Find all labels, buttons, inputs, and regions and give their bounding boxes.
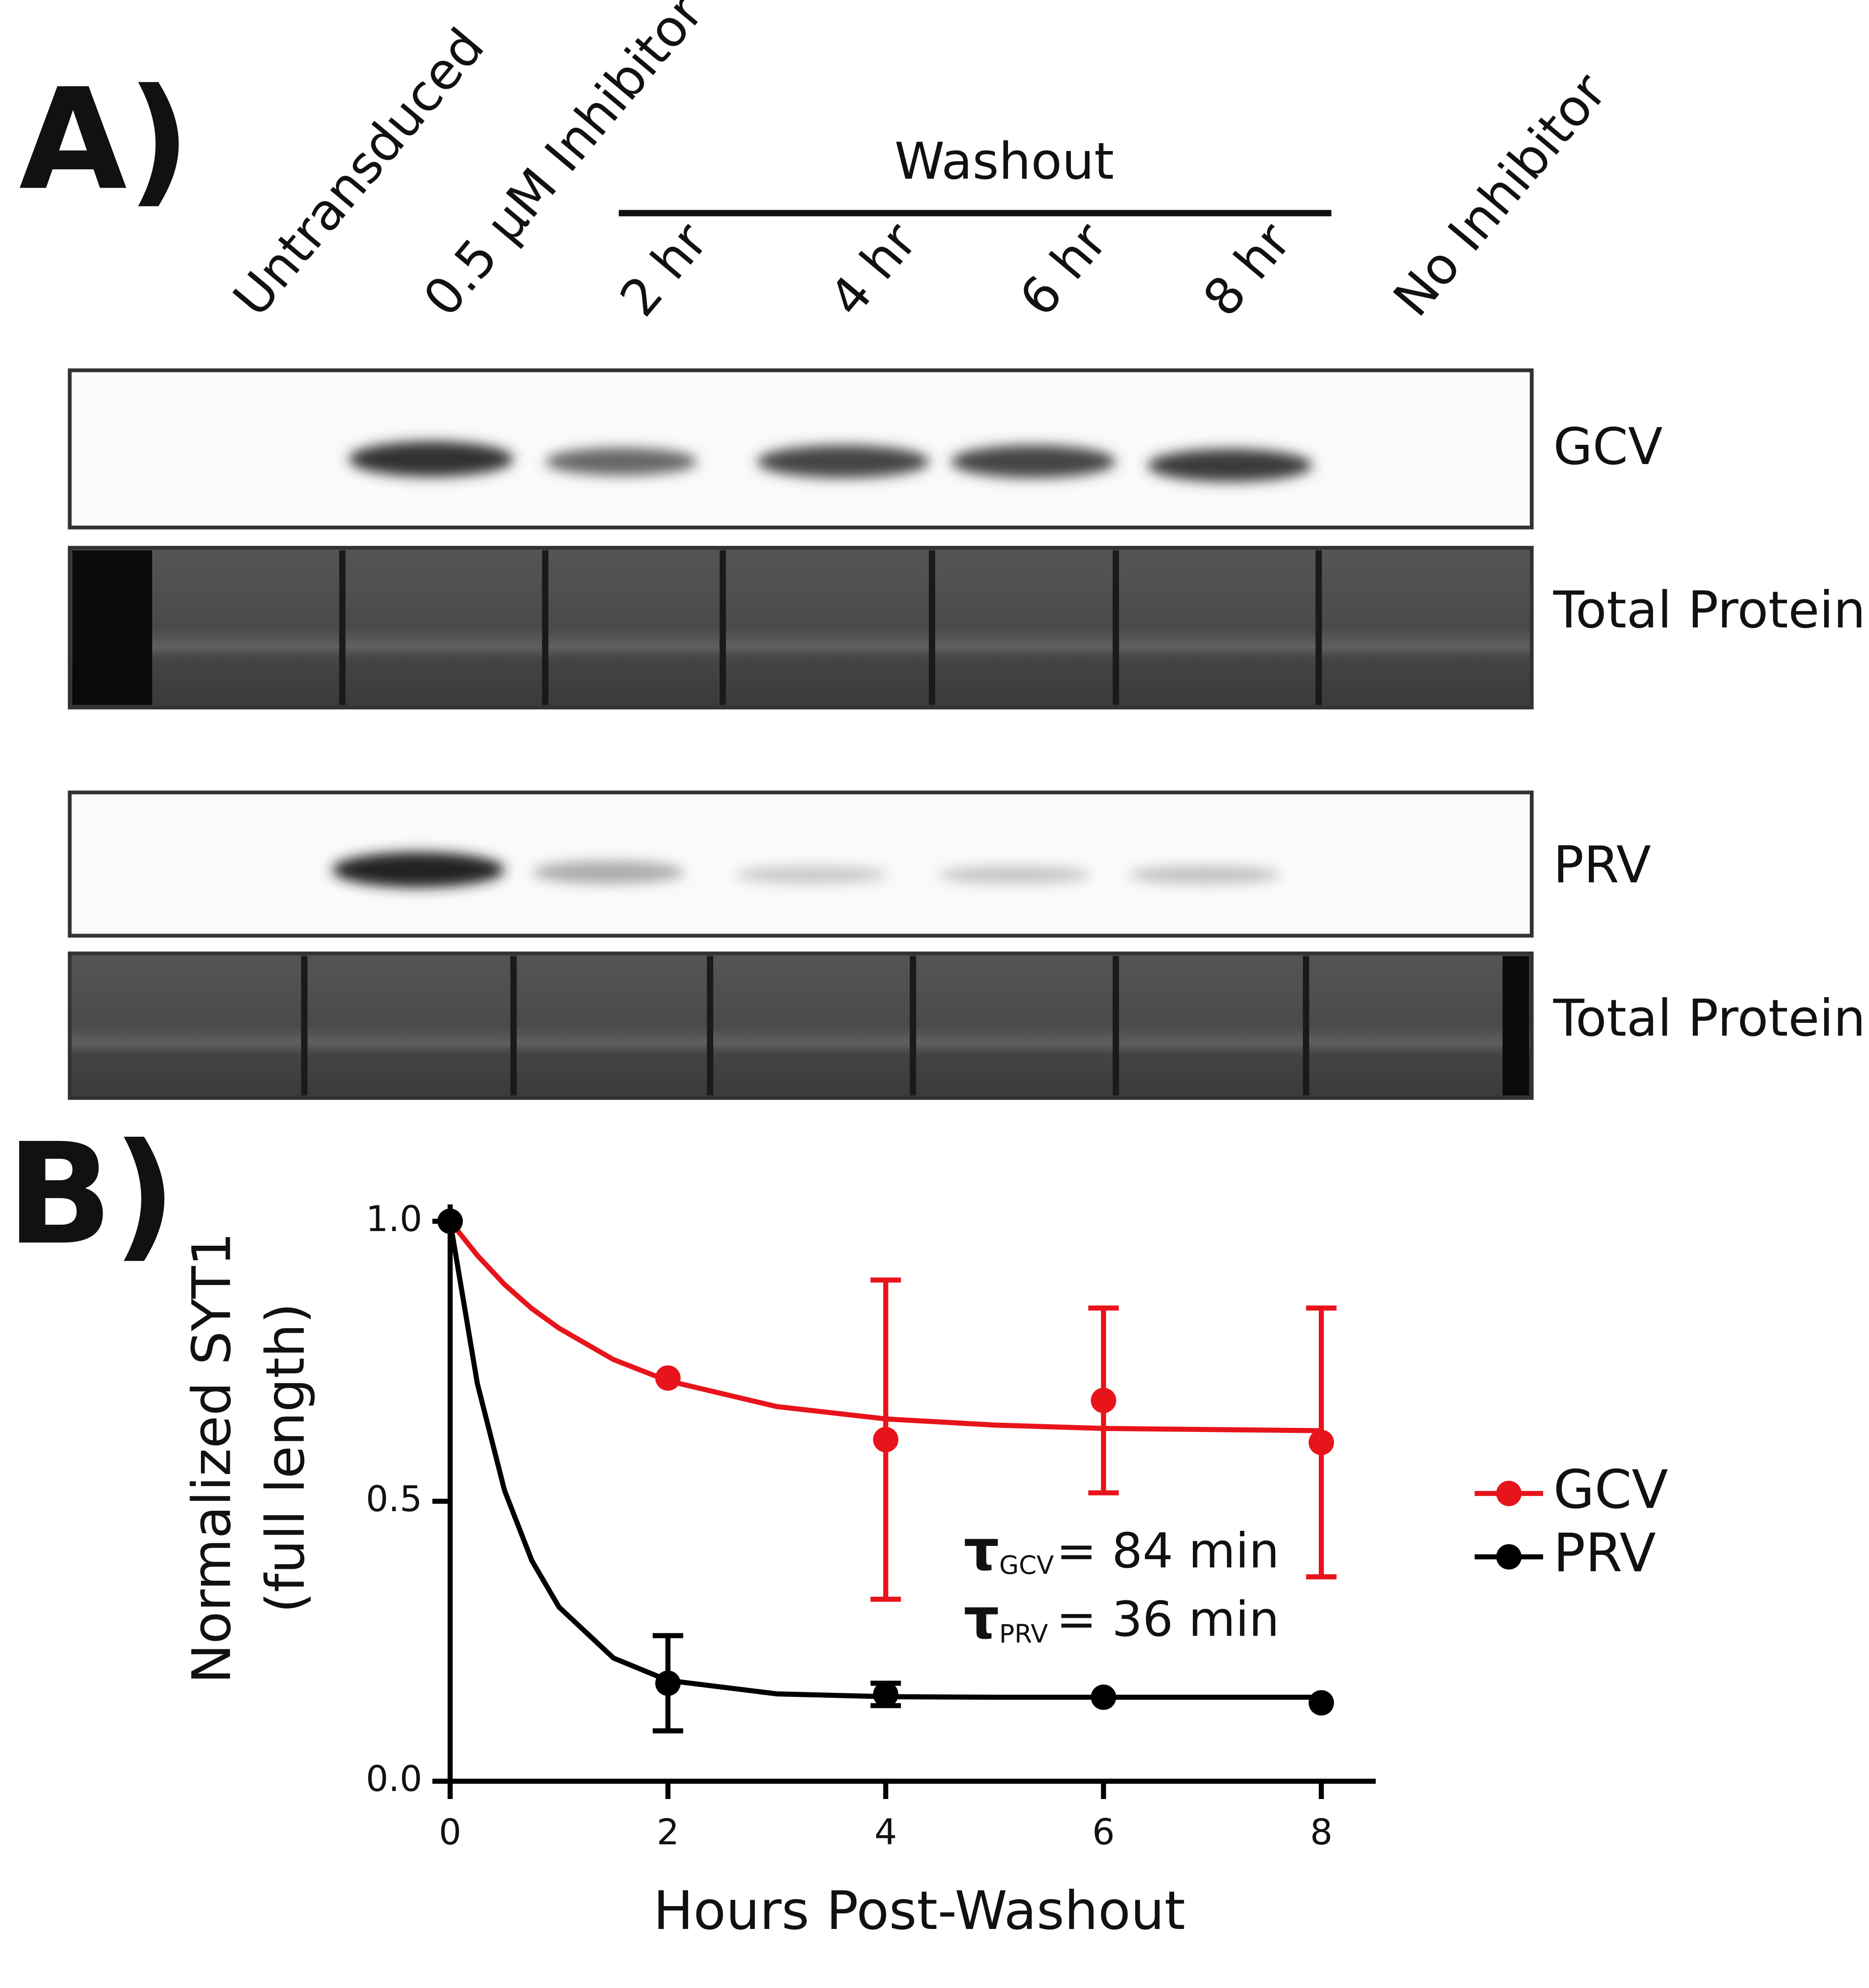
- lane-label: No Inhibitor: [1382, 62, 1618, 327]
- data-point: [1308, 1430, 1334, 1455]
- y-tick-label: 0.0: [366, 1759, 422, 1800]
- blot-prv: [68, 790, 1534, 938]
- data-point: [437, 1208, 463, 1234]
- x-tick-label: 8: [1310, 1812, 1333, 1853]
- data-point: [873, 1427, 899, 1453]
- legend-label: PRV: [1553, 1523, 1656, 1584]
- panel-label: B): [6, 1113, 177, 1275]
- annotation-text: = 36 min: [1056, 1591, 1279, 1648]
- blot-label: GCV: [1553, 417, 1663, 476]
- x-tick-label: 6: [1092, 1812, 1115, 1853]
- data-point: [1308, 1690, 1334, 1716]
- bands-gcv: [348, 441, 1312, 482]
- panel-label: A): [19, 58, 191, 221]
- x-tick-label: 0: [439, 1812, 461, 1853]
- annotation-symbol: τ: [964, 1586, 999, 1651]
- lane-label: 2 hr: [609, 212, 719, 328]
- y-axis-label: (full length): [255, 1303, 316, 1613]
- data-point: [655, 1670, 681, 1696]
- legend-marker: [1496, 1480, 1522, 1507]
- blot-label: Total Protein: [1553, 989, 1865, 1048]
- x-tick-label: 2: [656, 1812, 679, 1853]
- data-point: [1091, 1684, 1116, 1710]
- y-tick-label: 0.5: [366, 1479, 422, 1520]
- x-axis-label: Hours Post-Washout: [653, 1880, 1185, 1942]
- annotation-subscript: PRV: [999, 1620, 1048, 1649]
- annotation-symbol: τ: [964, 1518, 999, 1583]
- y-tick-label: 1.0: [366, 1199, 422, 1240]
- lane-separators: [339, 550, 1322, 705]
- annotation-subscript: GCV: [999, 1551, 1054, 1580]
- blot-lane-empty: [72, 550, 152, 705]
- blot-label: PRV: [1553, 836, 1651, 895]
- lane-label: 4 hr: [818, 212, 928, 328]
- blot-lane-empty: [1502, 956, 1529, 1096]
- y-axis-label: Normalized SYT1: [181, 1232, 243, 1684]
- washout-label: Washout: [894, 132, 1114, 191]
- blot-total-protein-1: [68, 546, 1534, 710]
- bands-prv: [332, 852, 1281, 888]
- data-point: [655, 1365, 681, 1391]
- data-point: [873, 1681, 899, 1707]
- lane-label: 6 hr: [1008, 212, 1119, 328]
- annotation-text: = 84 min: [1056, 1523, 1279, 1579]
- blot-label: Total Protein: [1553, 581, 1865, 640]
- data-point: [1091, 1388, 1116, 1413]
- legend-label: GCV: [1553, 1459, 1668, 1521]
- legend-marker: [1496, 1544, 1522, 1570]
- x-tick-label: 4: [874, 1812, 897, 1853]
- lane-separators: [301, 956, 1310, 1096]
- lane-label: 8 hr: [1192, 212, 1302, 328]
- blot-total-protein-2: [68, 951, 1534, 1100]
